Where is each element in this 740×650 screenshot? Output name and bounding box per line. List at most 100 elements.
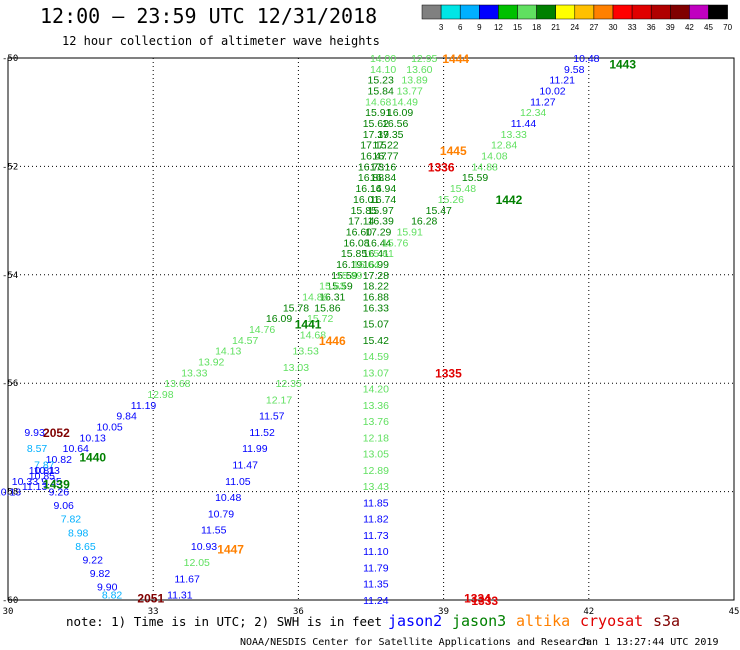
swh-value-label: 15.64 — [353, 259, 379, 271]
swh-value-label: 15.91 — [365, 107, 391, 119]
swh-value-label: 8.57 — [27, 443, 48, 455]
color-scale-swatch — [555, 4, 576, 20]
color-scale-label: 30 — [609, 23, 618, 32]
swh-value-label: 13.36 — [363, 400, 389, 412]
swh-value-label: 10.79 — [208, 508, 234, 520]
pass-time-label: 1336 — [428, 160, 455, 174]
color-scale-label: 18 — [532, 23, 541, 32]
pass-time-label: 1442 — [496, 193, 523, 207]
y-tick-label: -58 — [2, 488, 18, 498]
swh-value-label: 11.05 — [225, 476, 251, 488]
swh-value-label: 13.07 — [363, 367, 389, 379]
swh-value-label: 16.33 — [363, 302, 389, 314]
color-scale-label: 33 — [628, 23, 637, 32]
satellite-legend: jason2 jason3 altika cryosat s3a — [388, 612, 680, 630]
swh-value-label: 9.84 — [116, 411, 137, 423]
satellite-name: altika — [516, 612, 570, 630]
swh-value-label: 16.39 — [368, 216, 394, 228]
swh-value-label: 12.84 — [491, 140, 517, 152]
swh-value-label: 16.88 — [358, 172, 384, 184]
footer-note: note: 1) Time is in UTC; 2) SWH is in fe… — [66, 614, 382, 629]
swh-value-label: 15.07 — [363, 319, 389, 331]
swh-value-label: 16.31 — [319, 291, 345, 303]
pass-time-label: 1447 — [217, 543, 244, 557]
swh-value-label: 8.82 — [102, 590, 123, 602]
swh-value-label: 10.82 — [46, 454, 72, 466]
swh-value-label: 16.99 — [363, 259, 389, 271]
swh-value-label: 11.27 — [530, 96, 556, 108]
swh-value-label: 11.85 — [363, 497, 389, 509]
color-scale-label: 3 — [439, 23, 444, 32]
swh-value-label: 10.13 — [0, 487, 21, 499]
swh-value-label: 11.19 — [131, 400, 157, 412]
swh-value-label: 15.42 — [363, 335, 389, 347]
swh-value-label: 15.26 — [438, 194, 464, 206]
swh-value-label: 15.97 — [368, 205, 394, 217]
swh-value-label: 12.05 — [184, 557, 210, 569]
satellite-name: jason2 — [388, 612, 442, 630]
color-scale-swatch — [536, 4, 556, 20]
swh-value-label: 17.29 — [365, 226, 391, 238]
color-scale-swatch — [708, 4, 728, 20]
pass-time-label: 1335 — [435, 366, 462, 380]
color-scale-label: 27 — [589, 23, 598, 32]
swh-value-label: 16.09 — [266, 313, 292, 325]
y-tick-label: -56 — [2, 379, 18, 389]
x-tick-label: 42 — [583, 607, 594, 617]
pass-time-label: 1445 — [440, 144, 467, 158]
swh-value-label: 14.57 — [232, 335, 258, 347]
satellite-name: cryosat — [580, 612, 643, 630]
swh-value-label: 15.23 — [368, 75, 394, 87]
swh-value-label: 13.33 — [501, 129, 527, 141]
swh-value-label: 11.44 — [511, 118, 537, 130]
swh-value-label: 15.89 — [336, 270, 362, 282]
swh-value-label: 10.93 — [191, 541, 217, 553]
swh-value-label: 17.22 — [372, 140, 398, 152]
swh-value-label: 12.95 — [411, 53, 437, 65]
swh-value-label: 16.14 — [355, 183, 381, 195]
color-scale-label: 36 — [647, 23, 656, 32]
swh-value-label: 11.35 — [363, 579, 389, 591]
swh-value-label: 11.47 — [232, 460, 258, 472]
color-scale-label: 21 — [551, 23, 560, 32]
color-scale-label: 70 — [723, 23, 732, 32]
swh-value-label: 12.98 — [147, 389, 173, 401]
y-tick-label: -50 — [2, 54, 18, 64]
pass-time-labels: 1444 1443 1445 1336 1442 1441 1446 1335 2052 1440… — [43, 52, 636, 608]
swh-value-label: 14.88 — [472, 161, 498, 173]
color-scale-swatch — [440, 4, 461, 20]
swh-value-label: 12.34 — [520, 107, 546, 119]
swh-value-label: 13.33 — [181, 367, 207, 379]
pass-time-label: 1440 — [79, 450, 106, 464]
swh-value-label: 14.20 — [363, 384, 389, 396]
color-scale-swatch — [421, 4, 442, 20]
swh-value-label: 9.93 — [24, 427, 45, 439]
wave-height-points: 14.0014.1015.2315.8414.6815.9115.6217.39… — [0, 53, 600, 607]
swh-value-label: 12.18 — [363, 432, 389, 444]
swh-value-label: 11.21 — [549, 75, 575, 87]
swh-value-label: 12.17 — [266, 394, 292, 406]
swh-value-label: 11.24 — [363, 595, 389, 607]
swh-value-label: 15.85 — [341, 248, 367, 260]
swh-value-label: 13.76 — [363, 416, 389, 428]
swh-value-label: 14.68 — [300, 329, 326, 341]
swh-value-label: 12.35 — [276, 378, 302, 390]
color-scale-swatch — [612, 4, 633, 20]
swh-value-label: 11.99 — [242, 443, 268, 455]
swh-value-label: 10.48 — [215, 492, 241, 504]
swh-value-label: 16.77 — [372, 151, 398, 163]
swh-value-label: 15.78 — [283, 302, 309, 314]
swh-value-label: 9.82 — [90, 568, 111, 580]
swh-value-label: 14.13 — [215, 346, 241, 358]
swh-value-label: 10.64 — [63, 443, 89, 455]
plot-frame — [7, 57, 735, 601]
swh-value-label: 17.28 — [363, 270, 389, 282]
color-scale-swatch — [593, 4, 614, 20]
swh-value-label: 13.53 — [293, 346, 319, 358]
swh-value-label: 13.68 — [164, 378, 190, 390]
x-tick-label: 45 — [729, 607, 740, 617]
swh-value-label: 9.90 — [97, 581, 118, 593]
swh-value-label: 13.43 — [363, 481, 389, 493]
